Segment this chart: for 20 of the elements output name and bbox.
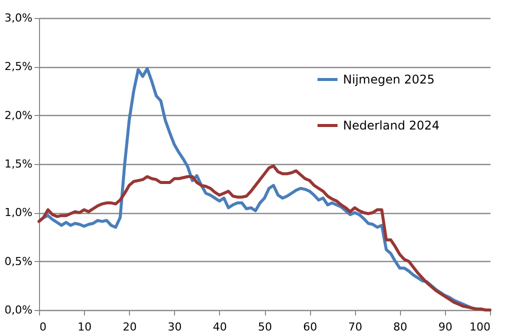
- x-tick-label: 30: [168, 320, 182, 334]
- x-tick-label: 100: [470, 320, 490, 334]
- y-tick-label: 2,0%: [4, 108, 32, 122]
- x-tick-label: 50: [258, 320, 272, 334]
- x-tick-label: 0: [40, 320, 46, 334]
- x-tick-label: 80: [393, 320, 408, 334]
- x-tick-label: 90: [438, 320, 452, 334]
- x-tick-label: 60: [303, 320, 318, 334]
- y-tick-label: 0,0%: [4, 304, 32, 316]
- x-tick-label: 70: [348, 320, 362, 334]
- y-tick-label: 3,0%: [4, 12, 32, 24]
- y-tick-label: 1,0%: [4, 206, 32, 220]
- x-tick-label: 20: [122, 320, 137, 334]
- legend-label: Nijmegen 2025: [343, 72, 435, 86]
- y-tick-label: 1,5%: [4, 158, 32, 170]
- y-tick-label: 2,5%: [4, 60, 32, 74]
- legend-label: Nederland 2024: [343, 118, 440, 132]
- x-tick-label: 10: [78, 320, 92, 334]
- x-tick-label: 40: [212, 320, 227, 334]
- y-tick-label: 0,5%: [4, 254, 32, 268]
